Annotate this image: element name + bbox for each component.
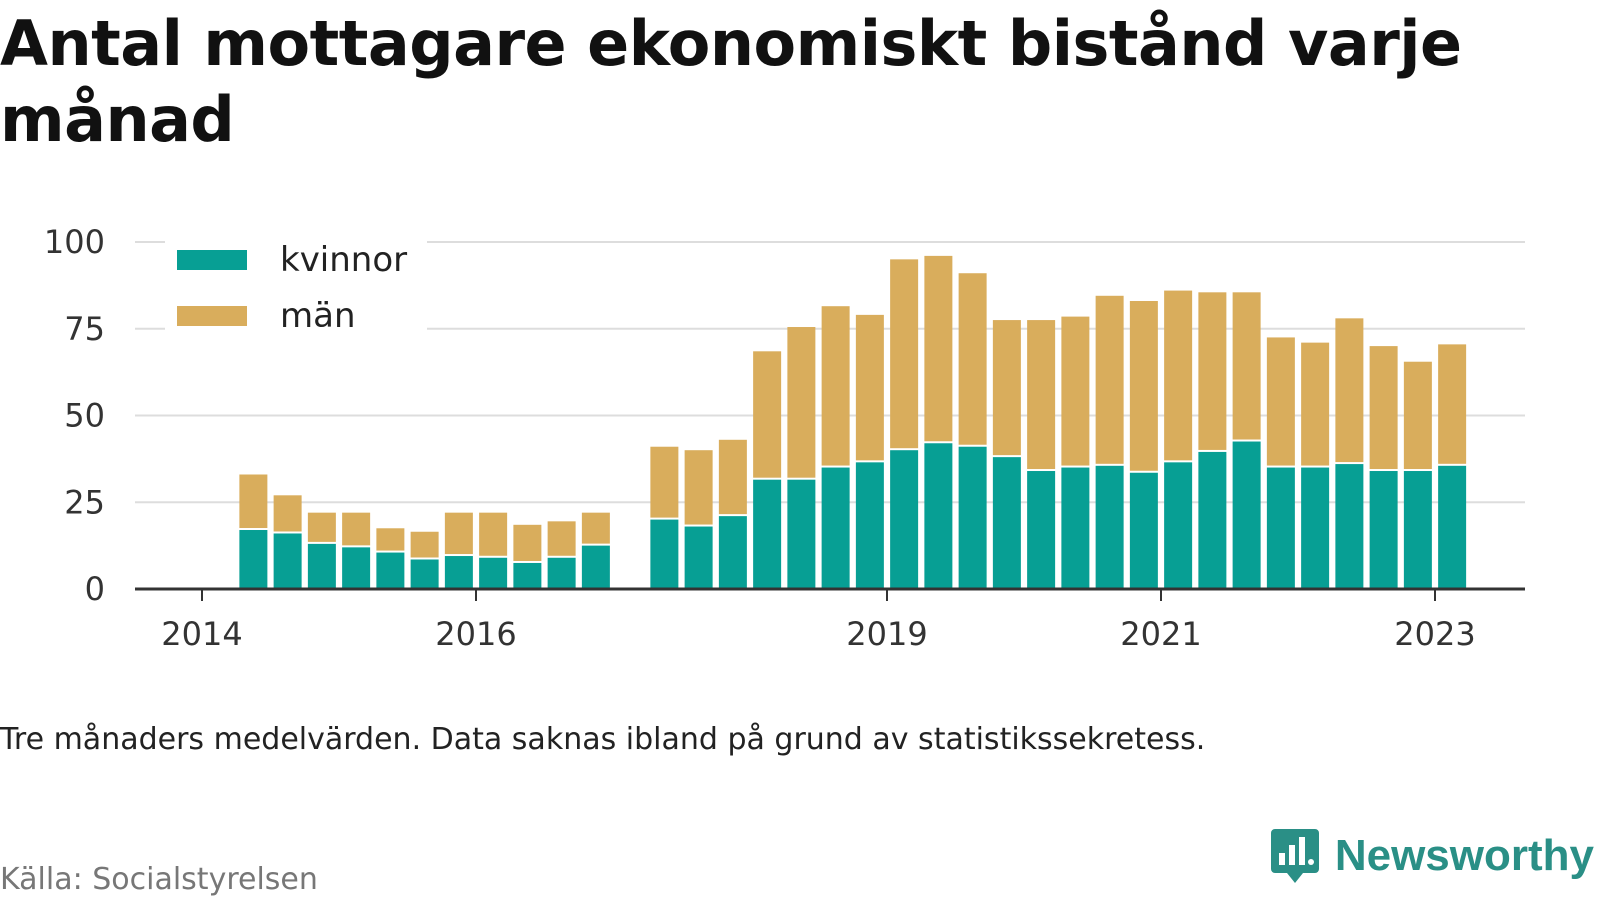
bar-man xyxy=(1129,300,1158,471)
bar-man xyxy=(1335,318,1364,463)
bar-man xyxy=(1061,316,1090,466)
bar-man xyxy=(273,495,302,532)
bar-man xyxy=(718,439,747,515)
bar-kvinnor xyxy=(958,446,987,589)
bar-man xyxy=(342,512,371,546)
x-tick-label: 2014 xyxy=(161,615,242,653)
bar-kvinnor xyxy=(650,519,679,589)
bar-man xyxy=(1232,292,1261,440)
bar-kvinnor xyxy=(1266,467,1295,589)
bar-man xyxy=(307,512,336,542)
bar-kvinnor xyxy=(1095,465,1124,589)
bar-man xyxy=(650,446,679,518)
bar-kvinnor xyxy=(684,526,713,589)
bar-kvinnor xyxy=(410,559,439,589)
bar-kvinnor xyxy=(513,562,542,589)
bar-man xyxy=(547,521,576,556)
x-tick-label: 2016 xyxy=(435,615,516,653)
bar-man xyxy=(1266,337,1295,466)
bar-man xyxy=(444,512,473,555)
bar-man xyxy=(1403,361,1432,470)
bar-kvinnor xyxy=(1027,471,1056,589)
bar-man xyxy=(821,306,850,466)
bar-kvinnor xyxy=(1301,467,1330,589)
legend-swatch-kvinnor xyxy=(177,250,247,270)
bar-man xyxy=(410,531,439,558)
bar-kvinnor xyxy=(1403,471,1432,589)
bar-kvinnor xyxy=(718,516,747,589)
x-tick-label: 2019 xyxy=(846,615,927,653)
bar-kvinnor xyxy=(479,557,508,589)
newsworthy-logo-icon xyxy=(1270,829,1319,883)
bar-kvinnor xyxy=(273,533,302,589)
bar-kvinnor xyxy=(1164,462,1193,589)
stacked-bar-chart: 0 25 50 75 100 2014 2016 2019 2021 2023 kvinnor män xyxy=(44,223,1525,653)
bar-man xyxy=(1438,344,1467,464)
bar-kvinnor xyxy=(342,547,371,589)
y-tick-label: 100 xyxy=(44,223,105,261)
bar-man xyxy=(1027,320,1056,470)
bar-man xyxy=(787,327,816,478)
bar-kvinnor xyxy=(992,457,1021,589)
chart-title: Antal mottagare ekonomiskt bistånd varje… xyxy=(0,7,1462,156)
bar-man xyxy=(958,273,987,445)
bar-kvinnor xyxy=(376,552,405,589)
bar-man xyxy=(239,474,268,529)
bar-kvinnor xyxy=(1198,451,1227,589)
legend-label-man: män xyxy=(280,296,356,336)
bar-man xyxy=(1369,346,1398,470)
bar-kvinnor xyxy=(444,556,473,589)
chart-note: Tre månaders medelvärden. Data saknas ib… xyxy=(0,722,1206,757)
bar-kvinnor xyxy=(1438,465,1467,589)
bar-kvinnor xyxy=(890,450,919,589)
bar-man xyxy=(1095,295,1124,464)
y-tick-label: 25 xyxy=(64,483,105,521)
bar-kvinnor xyxy=(1061,467,1090,589)
bar-kvinnor xyxy=(307,543,336,589)
bar-kvinnor xyxy=(1335,464,1364,589)
y-tick-label: 75 xyxy=(64,310,105,348)
bar-man xyxy=(1164,290,1193,461)
bar-man xyxy=(855,314,884,461)
y-tick-label: 0 xyxy=(85,570,105,608)
bar-man xyxy=(890,259,919,449)
legend-label-kvinnor: kvinnor xyxy=(280,240,407,280)
bar-kvinnor xyxy=(1129,472,1158,589)
x-tick-label: 2021 xyxy=(1120,615,1201,653)
bar-man xyxy=(924,255,953,442)
bar-kvinnor xyxy=(239,530,268,589)
bar-kvinnor xyxy=(547,557,576,589)
bar-kvinnor xyxy=(581,545,610,589)
brand-name: Newsworthy xyxy=(1334,831,1594,880)
bar-man xyxy=(753,351,782,478)
bar-kvinnor xyxy=(1369,471,1398,589)
bar-man xyxy=(513,524,542,561)
bar-kvinnor xyxy=(1232,441,1261,589)
source-label: Källa: Socialstyrelsen xyxy=(0,862,318,897)
bar-kvinnor xyxy=(924,443,953,589)
bar-kvinnor xyxy=(855,462,884,589)
x-tick-label: 2023 xyxy=(1394,615,1475,653)
bar-man xyxy=(684,450,713,525)
bar-kvinnor xyxy=(821,467,850,589)
bar-kvinnor xyxy=(753,479,782,589)
legend-swatch-man xyxy=(177,306,247,326)
bar-man xyxy=(479,512,508,556)
newsworthy-brand[interactable]: Newsworthy xyxy=(1269,828,1594,884)
y-tick-label: 50 xyxy=(64,397,105,435)
bar-man xyxy=(1198,292,1227,450)
bar-kvinnor xyxy=(787,479,816,589)
bar-man xyxy=(581,512,610,544)
bar-man xyxy=(1301,342,1330,466)
bar-man xyxy=(376,528,405,551)
bar-man xyxy=(992,320,1021,456)
